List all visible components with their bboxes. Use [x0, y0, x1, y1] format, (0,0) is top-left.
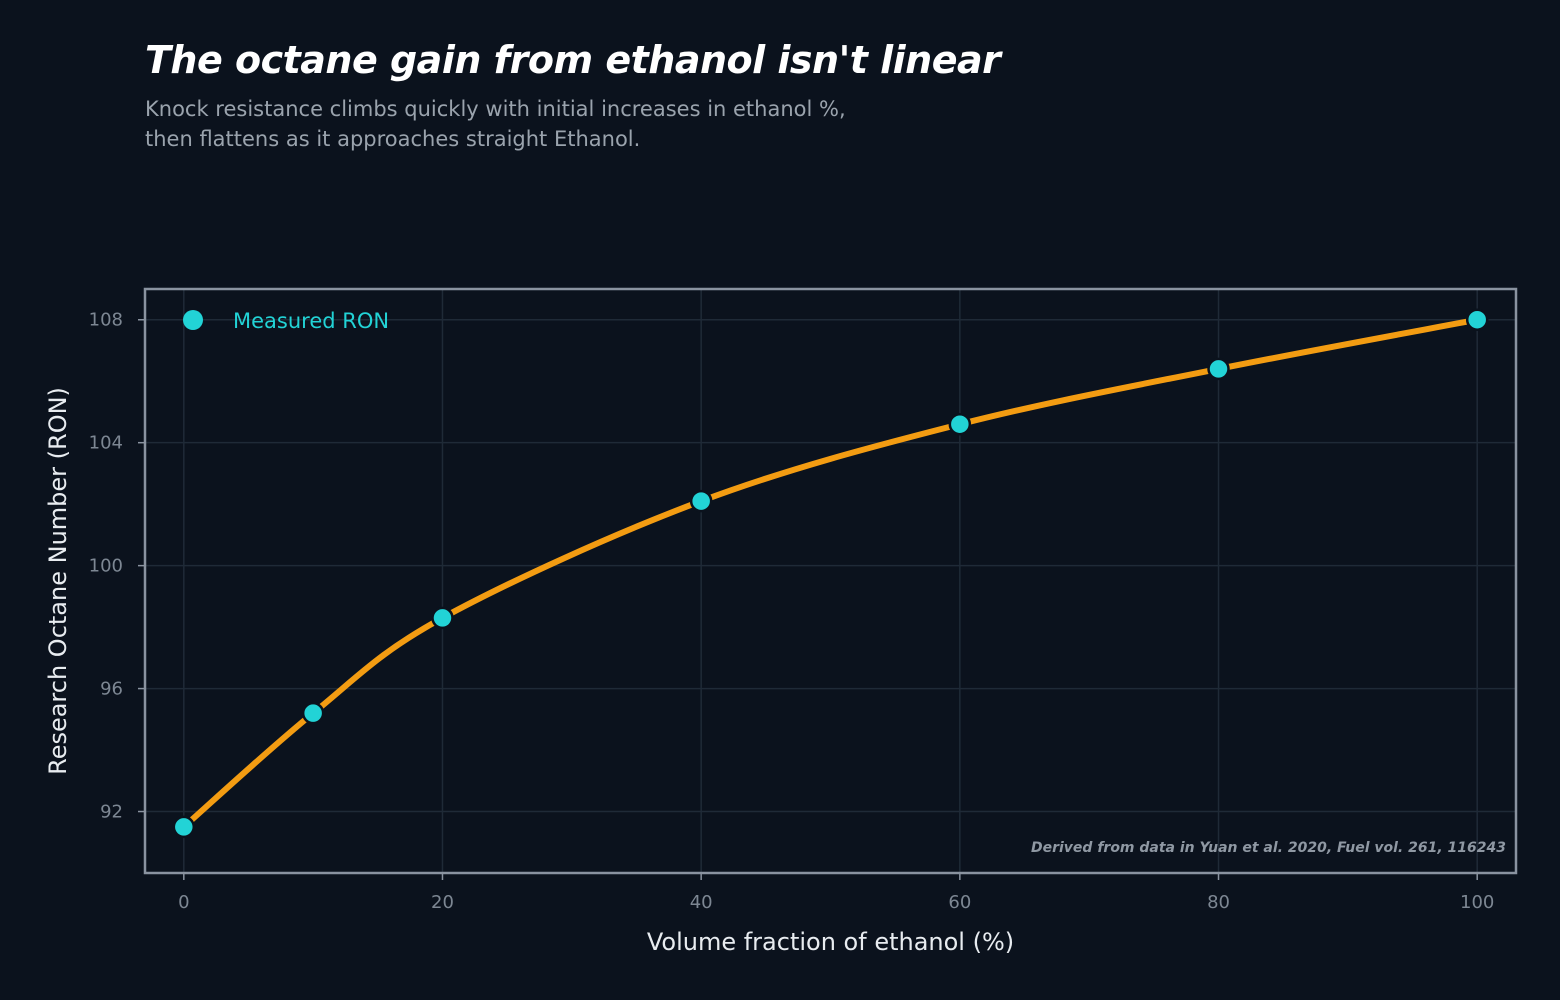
- data-point-marker: [1207, 357, 1230, 381]
- data-point-marker: [1465, 308, 1489, 331]
- x-tick-label: 100: [1460, 892, 1494, 913]
- data-point-marker: [301, 701, 325, 725]
- data-point-marker: [948, 412, 972, 436]
- subtitle-line-1: Knock resistance climbs quickly with ini…: [145, 97, 846, 121]
- x-axis-label: Volume fraction of ethanol (%): [647, 928, 1014, 956]
- gridlines: [145, 289, 1516, 873]
- legend-label: Measured RON: [233, 309, 389, 333]
- y-tick-label: 104: [89, 433, 123, 454]
- legend-marker: [183, 310, 203, 330]
- x-tick-label: 20: [431, 892, 454, 913]
- y-tick-label: 100: [89, 556, 123, 577]
- x-tick-label: 0: [178, 892, 189, 913]
- series-layer: [172, 308, 1489, 839]
- data-point-marker: [431, 606, 454, 630]
- ron-curve: [180, 316, 1481, 830]
- data-point-marker: [689, 489, 713, 513]
- chart-title: The octane gain from ethanol isn't linea…: [145, 38, 1001, 82]
- chart-subtitle: Knock resistance climbs quickly with ini…: [145, 94, 846, 154]
- tick-labels: 0 20 40 60 80 100 92 96 100 104 108: [89, 310, 1495, 913]
- data-point-marker: [172, 815, 196, 839]
- y-axis-label: Research Octane Number (RON): [44, 387, 72, 775]
- plot-frame: [143, 287, 1518, 875]
- y-tick-label: 108: [89, 310, 123, 331]
- source-note: Derived from data in Yuan et al. 2020, F…: [1031, 840, 1506, 856]
- subtitle-line-2: then flattens as it approaches straight …: [145, 127, 641, 151]
- legend: Measured RON: [183, 309, 389, 333]
- y-tick-label: 92: [100, 802, 123, 823]
- x-tick-label: 80: [1207, 892, 1230, 913]
- x-tick-label: 40: [690, 892, 713, 913]
- x-tick-label: 60: [948, 892, 971, 913]
- y-tick-label: 96: [100, 679, 123, 700]
